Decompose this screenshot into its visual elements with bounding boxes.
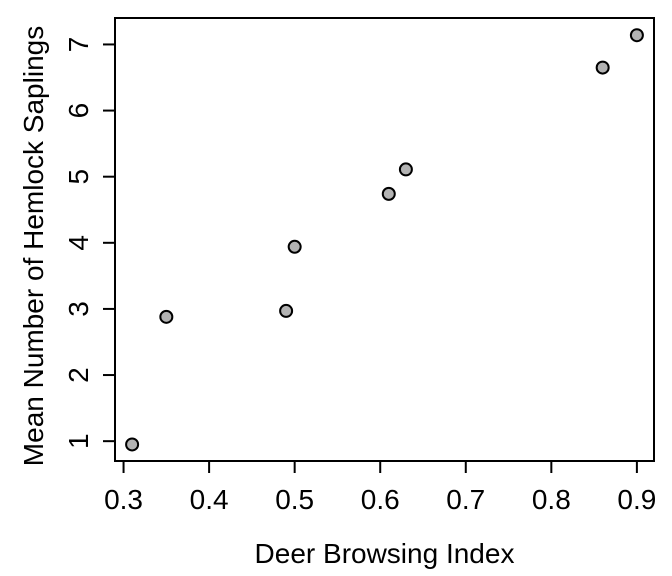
x-tick-label: 0.5	[275, 484, 314, 515]
y-tick-label: 6	[63, 103, 94, 119]
y-tick-label: 3	[63, 301, 94, 317]
y-axis: 1 2 3 4 5 6 7	[63, 37, 115, 449]
data-point	[595, 60, 610, 75]
x-tick-label: 0.8	[532, 484, 571, 515]
data-point	[398, 162, 413, 177]
x-axis-label: Deer Browsing Index	[255, 538, 515, 569]
y-tick-label: 5	[63, 169, 94, 185]
x-tick-label: 0.3	[104, 484, 143, 515]
data-point	[629, 28, 644, 43]
x-tick-label: 0.4	[190, 484, 229, 515]
data-point	[381, 186, 396, 201]
x-tick-label: 0.7	[446, 484, 485, 515]
y-tick-label: 2	[63, 367, 94, 383]
data-point	[287, 239, 302, 254]
x-axis: 0.3 0.4 0.5 0.6 0.7 0.8 0.9	[104, 461, 656, 515]
data-point	[125, 437, 140, 452]
y-axis-label: Mean Number of Hemlock Saplings	[18, 26, 49, 466]
y-tick-label: 1	[63, 433, 94, 449]
y-tick-label: 4	[63, 235, 94, 251]
data-point	[279, 303, 294, 318]
x-tick-label: 0.6	[361, 484, 400, 515]
data-points	[125, 28, 644, 452]
x-tick-label: 0.9	[617, 484, 656, 515]
data-point	[159, 309, 174, 324]
y-tick-label: 7	[63, 37, 94, 53]
plot-frame	[114, 17, 655, 462]
